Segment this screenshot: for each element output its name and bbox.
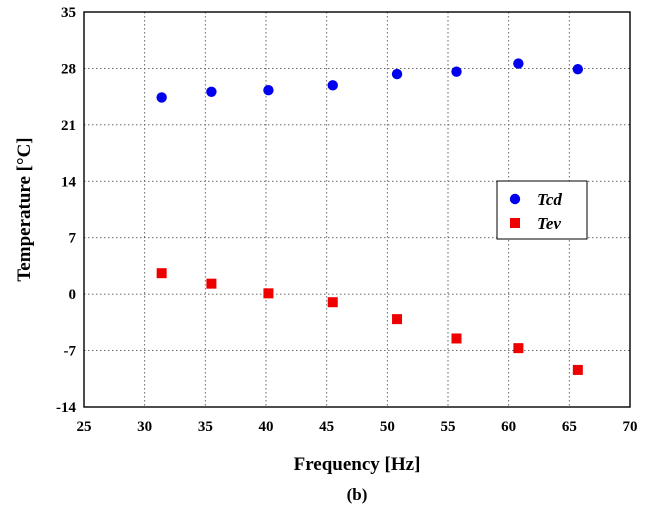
legend: Tcd Tev xyxy=(496,180,588,240)
y-tick-label: -14 xyxy=(56,400,76,416)
y-tick-label: 7 xyxy=(69,231,77,247)
legend-marker-tcd xyxy=(509,193,521,205)
y-tick-label: -7 xyxy=(64,344,77,360)
x-tick-label: 50 xyxy=(380,419,395,435)
point-tcd xyxy=(391,68,403,80)
point-tcd xyxy=(327,80,338,91)
y-tick-labels: -14 -7 0 7 14 21 28 35 xyxy=(56,5,77,416)
x-tick-label: 55 xyxy=(441,419,456,435)
x-tick-label: 45 xyxy=(319,419,334,435)
y-tick-label: 0 xyxy=(69,287,77,303)
y-tick-label: 14 xyxy=(61,174,77,190)
point-tev xyxy=(392,314,403,325)
x-tick-label: 60 xyxy=(501,419,516,435)
point-tcd xyxy=(513,58,524,69)
point-tev xyxy=(156,268,167,279)
x-tick-label: 70 xyxy=(623,419,638,435)
point-tev xyxy=(327,297,338,308)
legend-box xyxy=(496,180,588,240)
x-tick-labels: 25 30 35 40 45 50 55 60 65 70 xyxy=(77,419,638,435)
point-tcd xyxy=(263,84,274,96)
legend-marker-tev xyxy=(510,218,520,228)
y-axis-title: Temperature [°C] xyxy=(14,137,35,281)
legend-label-tev: Tev xyxy=(537,214,561,233)
point-tcd xyxy=(451,66,462,77)
legend-label-tcd: Tcd xyxy=(537,190,562,209)
point-tev xyxy=(451,333,462,344)
point-tev xyxy=(206,278,217,289)
y-tick-label: 35 xyxy=(61,5,76,21)
point-tev xyxy=(263,288,274,299)
x-tick-label: 25 xyxy=(77,419,92,435)
x-tick-label: 35 xyxy=(198,419,213,435)
point-tcd xyxy=(156,92,167,103)
plot-frame xyxy=(83,11,631,408)
x-tick-label: 65 xyxy=(562,419,577,435)
x-tick-label: 40 xyxy=(259,419,274,435)
point-tcd xyxy=(206,86,217,98)
point-tev xyxy=(513,343,524,354)
point-tev xyxy=(572,364,583,375)
data-points xyxy=(156,58,584,375)
x-tick-label: 30 xyxy=(137,419,152,435)
y-tick-label: 21 xyxy=(61,118,76,134)
point-tcd xyxy=(572,64,584,75)
figure-caption: (b) xyxy=(347,485,368,504)
y-tick-label: 28 xyxy=(61,61,76,77)
x-axis-title: Frequency [Hz] xyxy=(294,454,421,475)
